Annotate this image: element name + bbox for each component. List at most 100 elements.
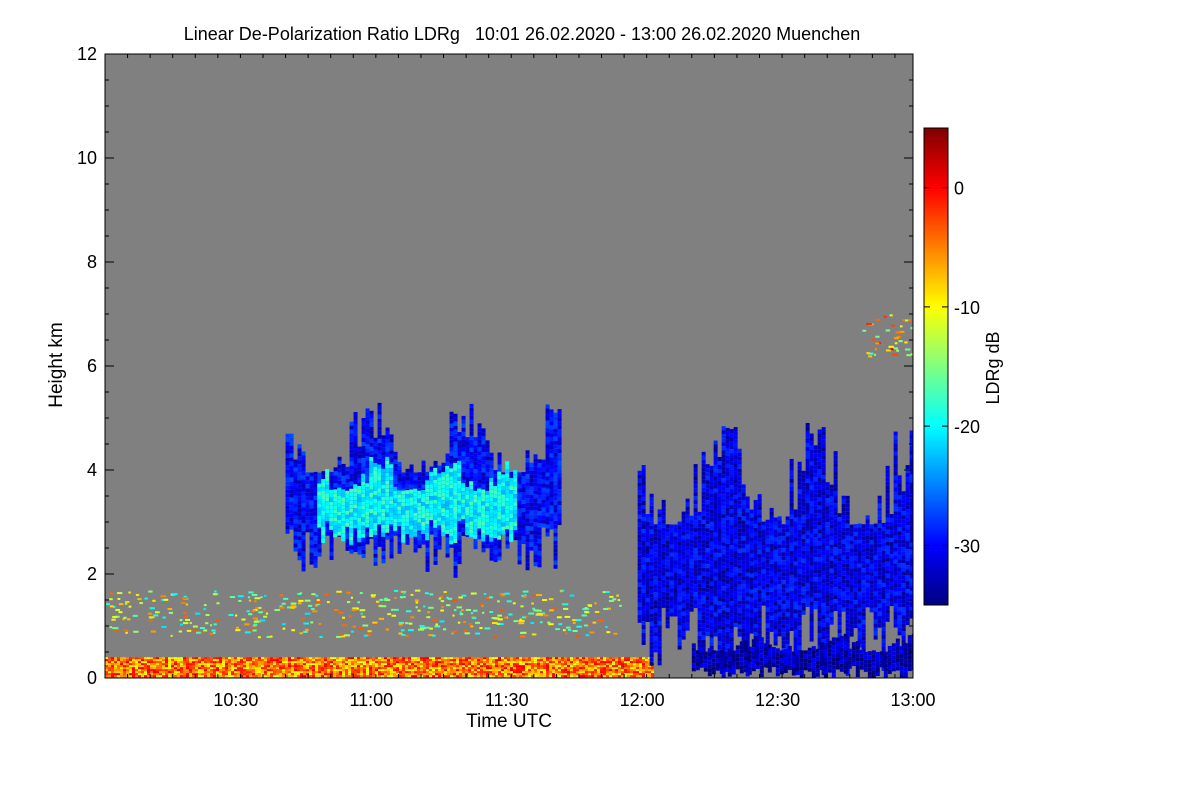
heatmap-cell	[111, 669, 114, 672]
heatmap-cell	[345, 659, 348, 662]
heatmap-cell	[318, 669, 321, 672]
heatmap-cell	[661, 587, 666, 592]
heatmap-cell	[558, 671, 561, 674]
heatmap-cell	[349, 496, 354, 501]
heatmap-cell	[522, 667, 525, 670]
heatmap-cell	[219, 665, 222, 668]
heatmap-cell	[159, 657, 162, 660]
heatmap-cell	[513, 661, 516, 664]
heatmap-cell	[531, 665, 534, 668]
heatmap-cell	[195, 663, 198, 666]
heatmap-cell	[433, 487, 438, 492]
heatmap-cell	[429, 508, 434, 513]
heatmap-cell	[390, 667, 393, 670]
heatmap-cell	[381, 667, 384, 670]
heatmap-cell	[252, 665, 255, 668]
heatmap-cell	[315, 604, 318, 607]
heatmap-cell	[481, 548, 486, 553]
heatmap-cell	[301, 479, 306, 484]
heatmap-cell	[545, 456, 550, 461]
heatmap-cell	[525, 663, 528, 666]
heatmap-cell	[543, 675, 546, 678]
heatmap-cell	[549, 461, 554, 466]
heatmap-cell	[325, 481, 330, 486]
heatmap-cell	[327, 673, 330, 676]
heatmap-cell	[361, 538, 366, 543]
heatmap-cell	[385, 628, 390, 631]
heatmap-cell	[413, 500, 418, 505]
heatmap-cell	[516, 657, 519, 660]
heatmap-cell	[429, 665, 432, 668]
heatmap-cell	[421, 468, 426, 473]
heatmap-cell	[225, 671, 228, 674]
heatmap-cell	[429, 516, 434, 521]
heatmap-cell	[252, 673, 255, 676]
heatmap-cell	[144, 665, 147, 668]
heatmap-cell	[204, 659, 207, 662]
heatmap-cell	[520, 605, 524, 608]
heatmap-cell	[336, 635, 341, 638]
heatmap-cell	[231, 659, 234, 662]
heatmap-cell	[285, 513, 290, 518]
heatmap-cell	[309, 524, 314, 529]
heatmap-cell	[288, 673, 291, 676]
heatmap-cell	[513, 673, 516, 676]
heatmap-cell	[549, 673, 552, 676]
heatmap-cell	[405, 506, 410, 511]
heatmap-cell	[325, 527, 330, 532]
heatmap-cell	[481, 456, 486, 461]
heatmap-cell	[401, 534, 406, 539]
heatmap-cell	[545, 448, 550, 453]
heatmap-cell	[246, 661, 249, 664]
heatmap-cell	[258, 659, 261, 662]
heatmap-cell	[289, 481, 294, 486]
heatmap-cell	[312, 669, 315, 672]
heatmap-cell	[618, 661, 621, 664]
heatmap-cell	[168, 675, 171, 678]
heatmap-cell	[437, 501, 442, 506]
heatmap-cell	[637, 602, 642, 607]
heatmap-cell	[361, 497, 366, 502]
heatmap-cell	[365, 536, 370, 541]
heatmap-cell	[144, 671, 147, 674]
heatmap-cell	[285, 501, 290, 506]
heatmap-cell	[553, 492, 558, 497]
heatmap-cell	[297, 472, 302, 477]
heatmap-cell	[582, 661, 585, 664]
heatmap-cell	[669, 528, 674, 533]
heatmap-cell	[123, 616, 127, 619]
heatmap-cell	[138, 661, 141, 664]
heatmap-cell	[510, 657, 513, 660]
heatmap-cell	[135, 661, 138, 664]
heatmap-cell	[397, 522, 402, 527]
heatmap-cell	[273, 659, 276, 662]
heatmap-cell	[493, 490, 498, 495]
heatmap-cell	[372, 675, 375, 678]
heatmap-cell	[342, 671, 345, 674]
heatmap-cell	[225, 659, 228, 662]
heatmap-cell	[627, 673, 630, 676]
heatmap-cell	[453, 561, 458, 566]
heatmap-cell	[661, 551, 666, 556]
heatmap-cell	[349, 520, 354, 525]
heatmap-cell	[369, 667, 372, 670]
heatmap-cell	[361, 529, 366, 534]
heatmap-cell	[426, 657, 429, 660]
heatmap-cell	[129, 671, 132, 674]
heatmap-cell	[349, 437, 354, 442]
heatmap-cell	[677, 557, 682, 562]
heatmap-cell	[649, 661, 654, 666]
heatmap-cell	[237, 667, 240, 670]
heatmap-cell	[312, 659, 315, 662]
heatmap-cell	[451, 630, 458, 633]
heatmap-cell	[477, 471, 482, 476]
heatmap-cell	[433, 544, 438, 549]
heatmap-cell	[369, 496, 374, 501]
heatmap-cell	[405, 526, 410, 531]
heatmap-cell	[264, 669, 267, 672]
heatmap-cell	[465, 445, 470, 450]
heatmap-cell	[541, 519, 546, 524]
heatmap-cell	[372, 621, 378, 624]
heatmap-cell	[424, 592, 429, 595]
heatmap-cell	[337, 523, 342, 528]
